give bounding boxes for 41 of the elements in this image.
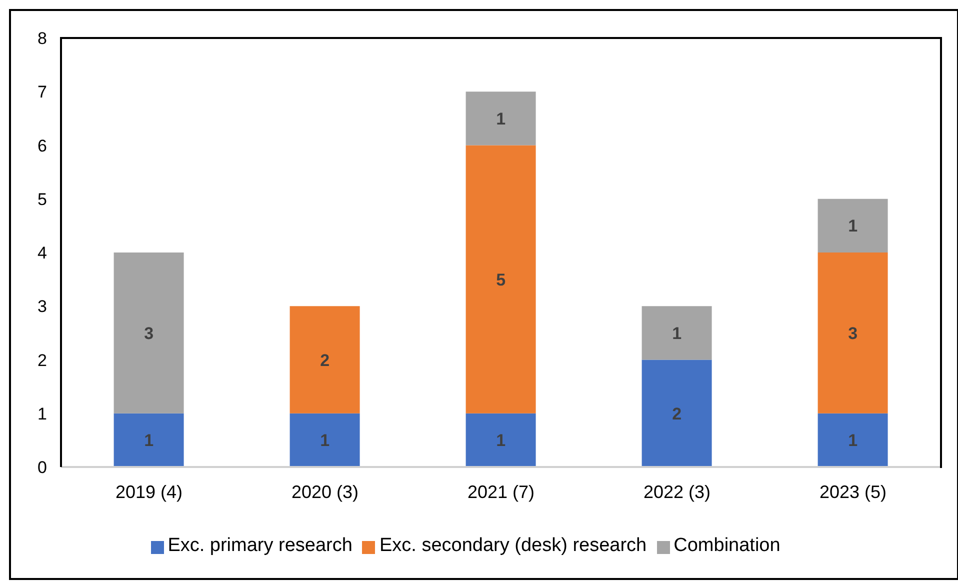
y-tick-label: 7 bbox=[38, 82, 47, 102]
bar bbox=[290, 413, 360, 467]
legend-label: Exc. primary research bbox=[168, 535, 352, 556]
y-tick-label: 6 bbox=[38, 136, 47, 156]
data-label: 2 bbox=[320, 350, 330, 370]
bar bbox=[466, 92, 536, 146]
bar bbox=[114, 252, 184, 414]
data-label: 1 bbox=[320, 431, 330, 450]
bar bbox=[466, 145, 536, 414]
data-label: 3 bbox=[144, 324, 154, 343]
bar bbox=[818, 252, 888, 414]
y-tick-label: 8 bbox=[38, 29, 47, 48]
data-label: 3 bbox=[848, 324, 858, 343]
bar bbox=[642, 360, 712, 467]
data-label: 1 bbox=[672, 324, 682, 343]
y-tick-label: 3 bbox=[38, 297, 47, 316]
bar bbox=[818, 413, 888, 467]
x-tick-label: 2023 (5) bbox=[819, 482, 887, 502]
data-label: 1 bbox=[496, 431, 506, 450]
x-tick-label: 2021 (7) bbox=[467, 482, 535, 502]
x-tick-label: 2020 (3) bbox=[291, 482, 359, 502]
y-tick-label: 0 bbox=[38, 458, 47, 478]
data-label: 1 bbox=[848, 431, 858, 450]
bar bbox=[290, 306, 360, 414]
bar bbox=[114, 413, 184, 467]
legend-label: Exc. secondary (desk) research bbox=[379, 535, 647, 556]
data-label: 5 bbox=[496, 270, 506, 290]
y-tick-label: 5 bbox=[38, 190, 47, 209]
data-label: 1 bbox=[496, 109, 506, 128]
data-label: 1 bbox=[144, 431, 154, 450]
x-tick-label: 2019 (4) bbox=[115, 482, 183, 502]
y-tick-label: 4 bbox=[38, 244, 47, 263]
legend-label: Combination bbox=[674, 535, 780, 556]
bar bbox=[818, 198, 888, 252]
data-label: 1 bbox=[848, 216, 858, 236]
bar bbox=[642, 306, 712, 360]
bar bbox=[466, 413, 536, 467]
y-tick-label: 1 bbox=[38, 404, 47, 424]
y-tick-label: 2 bbox=[38, 350, 47, 370]
x-tick-label: 2022 (3) bbox=[643, 482, 711, 502]
data-label: 2 bbox=[672, 404, 682, 424]
